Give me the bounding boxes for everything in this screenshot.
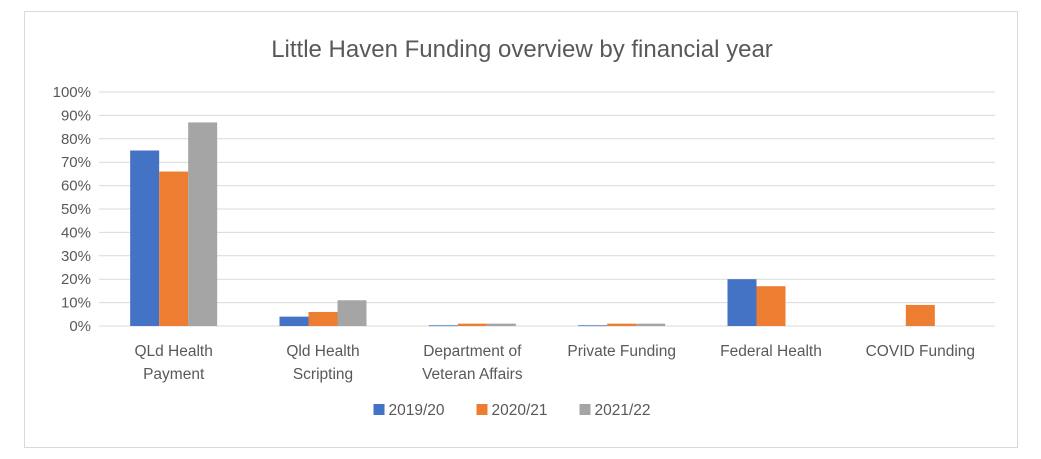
x-category-label: Department of Veteran Affairs xyxy=(422,343,523,383)
chart-title: Little Haven Funding overview by financi… xyxy=(271,36,773,63)
y-tick-label: 0% xyxy=(69,318,91,335)
y-tick-label: 40% xyxy=(61,224,91,241)
legend-label: 2020/21 xyxy=(492,402,548,419)
x-category-label: Qld Health Scripting xyxy=(286,343,359,383)
bars xyxy=(130,122,935,327)
bar xyxy=(756,286,786,326)
x-category-label: COVID Funding xyxy=(866,343,975,360)
y-tick-label: 70% xyxy=(61,154,91,171)
bar xyxy=(279,316,309,326)
y-tick-label: 30% xyxy=(61,248,91,265)
legend-swatch xyxy=(579,404,591,415)
bar xyxy=(636,323,666,326)
legend-swatch xyxy=(373,404,385,415)
legend-label: 2021/22 xyxy=(595,402,651,419)
gridlines xyxy=(99,91,995,327)
y-tick-label: 50% xyxy=(61,201,91,218)
y-tick-label: 20% xyxy=(61,271,91,288)
y-tick-label: 10% xyxy=(61,295,91,312)
bar xyxy=(727,279,757,326)
bar xyxy=(905,304,935,326)
y-tick-label: 80% xyxy=(61,131,91,148)
bar xyxy=(188,122,218,326)
y-tick-label: 60% xyxy=(61,178,91,195)
bar xyxy=(486,323,516,326)
bar xyxy=(308,311,338,326)
legend-swatch xyxy=(476,404,488,415)
y-tick-label: 100% xyxy=(53,84,91,101)
bar-chart: Little Haven Funding overview by financi… xyxy=(53,36,995,419)
y-axis-ticks: 0% 10% 20% 30% 40% 50% 60% 70% 80% 90% 100% xyxy=(53,84,91,335)
chart-frame: Little Haven Funding overview by financi… xyxy=(24,11,1018,448)
bar xyxy=(337,300,367,326)
bar xyxy=(130,150,160,326)
x-category-label: Private Funding xyxy=(567,343,676,360)
bar xyxy=(607,323,637,326)
bar xyxy=(428,325,458,327)
legend: 2019/20 2020/21 2021/22 xyxy=(373,402,651,419)
bar xyxy=(457,323,487,326)
bar xyxy=(578,325,608,327)
x-category-label: Federal Health xyxy=(720,343,822,360)
y-tick-label: 90% xyxy=(61,107,91,124)
bar xyxy=(159,171,189,326)
legend-label: 2019/20 xyxy=(389,402,445,419)
x-axis-categories: QLd Health Payment Qld Health Scripting Depa… xyxy=(134,343,975,383)
x-category-label: QLd Health Payment xyxy=(134,343,212,383)
